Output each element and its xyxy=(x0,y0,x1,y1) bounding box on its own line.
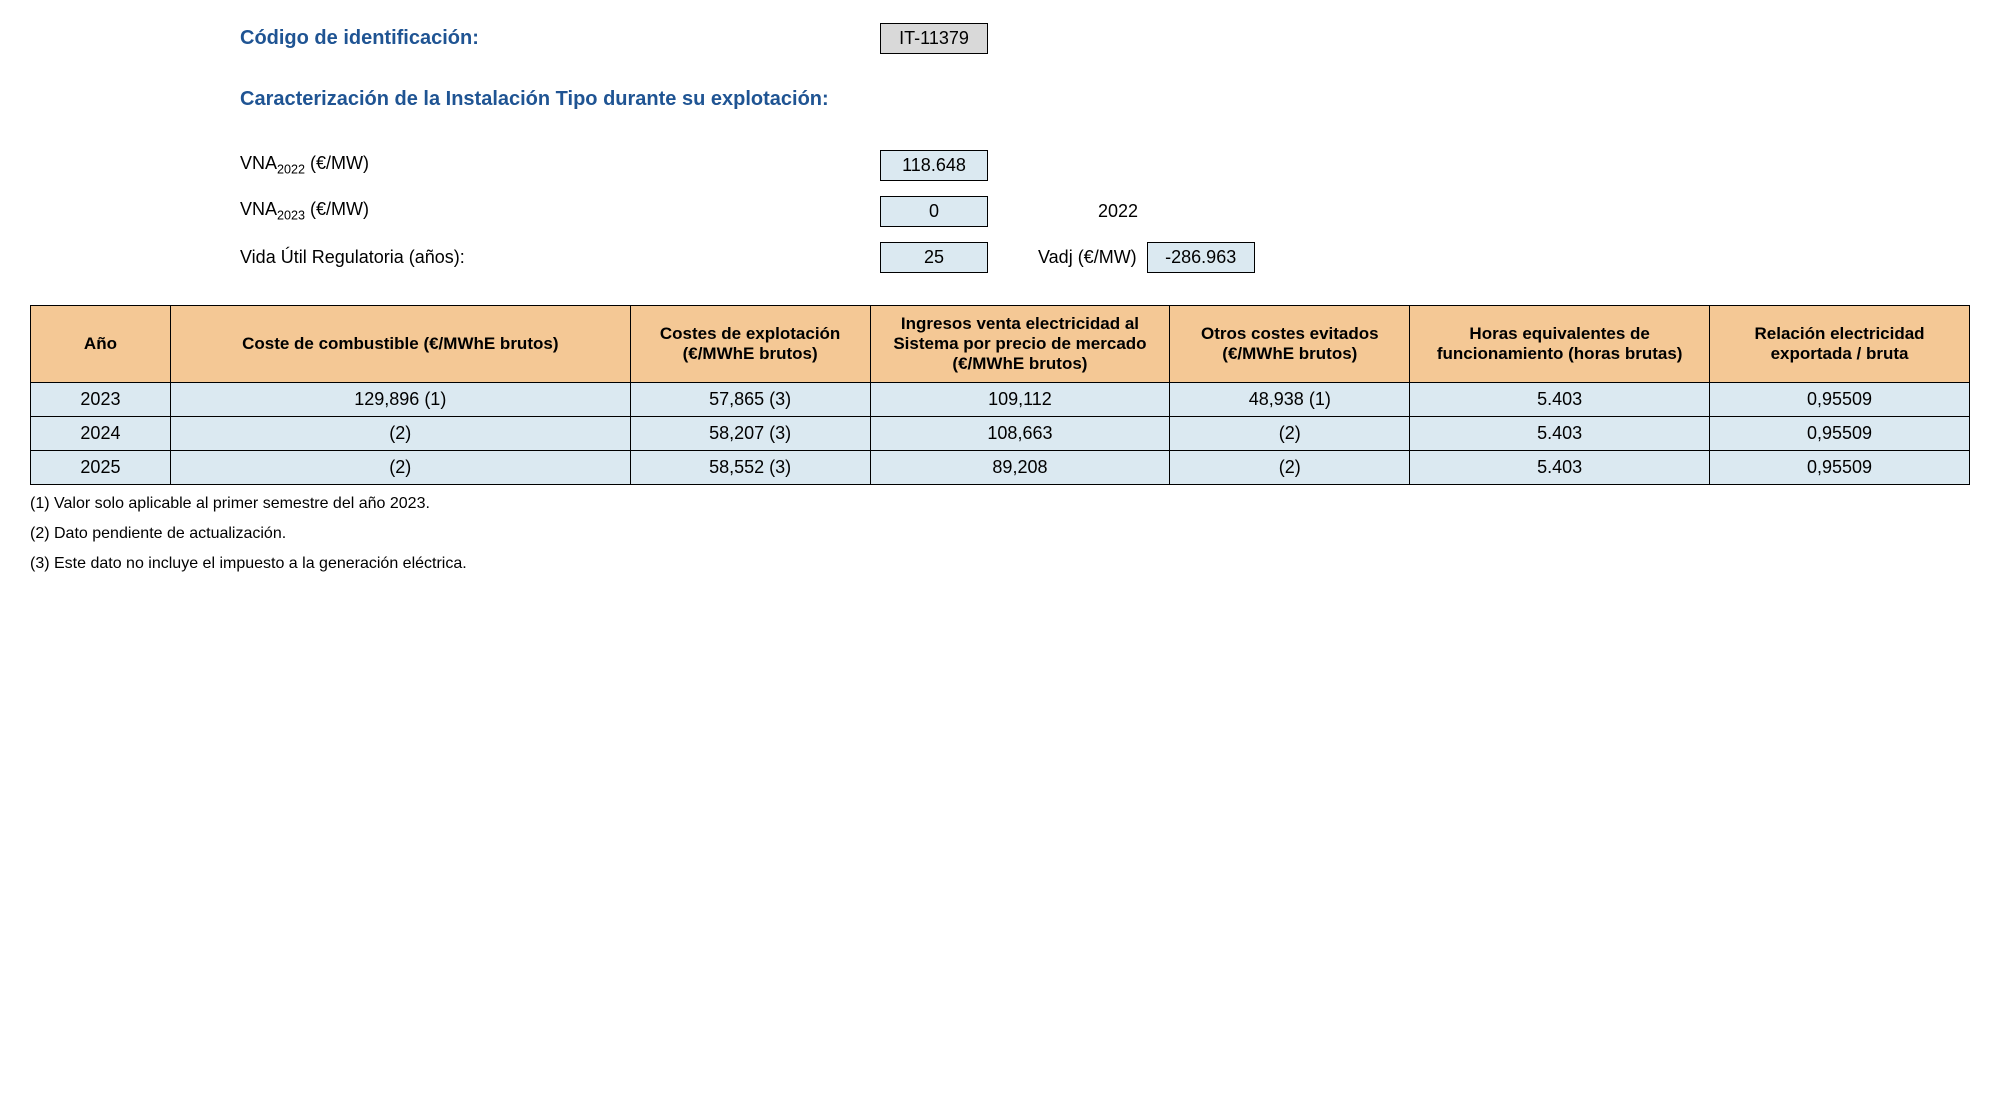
th-rel: Relación electricidad exportada / bruta xyxy=(1710,306,1970,383)
cell-year: 2024 xyxy=(31,417,171,451)
vida-label: Vida Útil Regulatoria (años): xyxy=(240,247,880,268)
cell-ing: 89,208 xyxy=(870,451,1170,485)
cell-fuel: 129,896 (1) xyxy=(170,383,630,417)
footnote-2: (2) Dato pendiente de actualización. xyxy=(30,525,1970,543)
th-exp: Costes de explotación (€/MWhE brutos) xyxy=(630,306,870,383)
cell-horas: 5.403 xyxy=(1410,451,1710,485)
footnote-1: (1) Valor solo aplicable al primer semes… xyxy=(30,495,1970,513)
cell-horas: 5.403 xyxy=(1410,417,1710,451)
cell-exp: 58,552 (3) xyxy=(630,451,870,485)
footnotes: (1) Valor solo aplicable al primer semes… xyxy=(30,495,1970,573)
vna2022-label: VNA2022 (€/MW) xyxy=(240,153,880,177)
cell-rel: 0,95509 xyxy=(1710,451,1970,485)
id-label: Código de identificación: xyxy=(240,27,880,50)
cell-otros: (2) xyxy=(1170,417,1410,451)
vna2023-label: VNA2023 (€/MW) xyxy=(240,199,880,223)
vna2022-value: 118.648 xyxy=(880,150,988,181)
footnote-3: (3) Este dato no incluye el impuesto a l… xyxy=(30,555,1970,573)
id-value-box: IT-11379 xyxy=(880,23,988,54)
header-block: Código de identificación: IT-11379 Carac… xyxy=(240,20,1970,275)
vna2023-value: 0 xyxy=(880,196,988,227)
cell-rel: 0,95509 xyxy=(1710,383,1970,417)
cell-otros: (2) xyxy=(1170,451,1410,485)
cell-fuel: (2) xyxy=(170,417,630,451)
cell-ing: 109,112 xyxy=(870,383,1170,417)
table-body: 2023129,896 (1)57,865 (3)109,11248,938 (… xyxy=(31,383,1970,485)
table-row: 2024(2)58,207 (3)108,663(2)5.4030,95509 xyxy=(31,417,1970,451)
th-year: Año xyxy=(31,306,171,383)
year-right: 2022 xyxy=(1038,201,1198,222)
th-otros: Otros costes evitados (€/MWhE brutos) xyxy=(1170,306,1410,383)
cell-fuel: (2) xyxy=(170,451,630,485)
data-table: Año Coste de combustible (€/MWhE brutos)… xyxy=(30,305,1970,485)
cell-year: 2023 xyxy=(31,383,171,417)
cell-ing: 108,663 xyxy=(870,417,1170,451)
cell-year: 2025 xyxy=(31,451,171,485)
vida-value: 25 xyxy=(880,242,988,273)
th-ing: Ingresos venta electricidad al Sistema p… xyxy=(870,306,1170,383)
cell-otros: 48,938 (1) xyxy=(1170,383,1410,417)
th-fuel: Coste de combustible (€/MWhE brutos) xyxy=(170,306,630,383)
cell-exp: 57,865 (3) xyxy=(630,383,870,417)
cell-rel: 0,95509 xyxy=(1710,417,1970,451)
caract-heading: Caracterización de la Instalación Tipo d… xyxy=(240,88,829,111)
cell-exp: 58,207 (3) xyxy=(630,417,870,451)
cell-horas: 5.403 xyxy=(1410,383,1710,417)
th-horas: Horas equivalentes de funcionamiento (ho… xyxy=(1410,306,1710,383)
vadj-label: Vadj (€/MW) xyxy=(1038,247,1137,268)
table-row: 2025(2)58,552 (3)89,208(2)5.4030,95509 xyxy=(31,451,1970,485)
table-row: 2023129,896 (1)57,865 (3)109,11248,938 (… xyxy=(31,383,1970,417)
vadj-value: -286.963 xyxy=(1147,242,1255,273)
